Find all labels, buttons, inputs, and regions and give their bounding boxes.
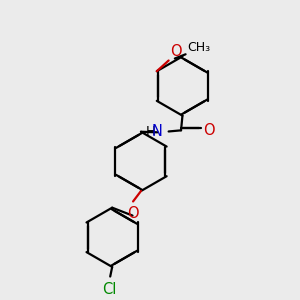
Text: N: N: [151, 124, 162, 139]
Text: O: O: [170, 44, 182, 59]
Text: CH₃: CH₃: [187, 41, 210, 54]
Text: Cl: Cl: [102, 282, 116, 297]
Text: O: O: [203, 123, 215, 138]
Text: H: H: [146, 125, 156, 138]
Text: O: O: [127, 206, 139, 221]
